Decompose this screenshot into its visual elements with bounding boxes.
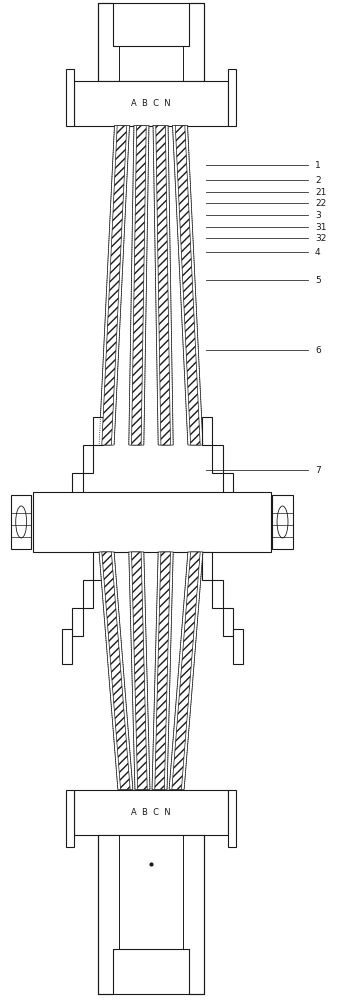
Bar xyxy=(11,495,32,549)
Bar xyxy=(202,417,213,445)
Polygon shape xyxy=(175,126,200,445)
Text: A  B  C  N: A B C N xyxy=(131,808,171,817)
Bar xyxy=(223,473,233,501)
Text: 4: 4 xyxy=(315,248,321,257)
Bar xyxy=(98,3,204,81)
Text: 2: 2 xyxy=(315,176,321,185)
Text: 7: 7 xyxy=(315,466,321,475)
Bar xyxy=(66,790,74,847)
Bar xyxy=(233,494,243,529)
Bar xyxy=(98,835,204,994)
Bar xyxy=(74,81,228,126)
Bar xyxy=(62,629,72,664)
Polygon shape xyxy=(102,552,130,790)
Bar xyxy=(228,69,236,126)
Polygon shape xyxy=(153,126,173,445)
Bar xyxy=(74,790,228,835)
Bar xyxy=(223,608,233,636)
Bar xyxy=(93,417,103,445)
Polygon shape xyxy=(129,126,149,445)
Bar xyxy=(272,495,293,549)
Polygon shape xyxy=(131,552,147,790)
Bar xyxy=(72,608,83,636)
Polygon shape xyxy=(102,126,127,445)
Bar xyxy=(72,473,83,501)
Text: 5: 5 xyxy=(315,276,321,285)
Polygon shape xyxy=(155,552,170,790)
Text: 3: 3 xyxy=(315,211,321,220)
Bar xyxy=(233,629,243,664)
Text: 22: 22 xyxy=(315,199,326,208)
Bar xyxy=(62,494,72,529)
Bar xyxy=(83,445,93,473)
Bar xyxy=(228,790,236,847)
Bar xyxy=(83,580,93,608)
Text: 21: 21 xyxy=(315,188,326,197)
Text: 6: 6 xyxy=(315,346,321,355)
Bar xyxy=(213,445,223,473)
Bar xyxy=(93,552,103,580)
Text: 31: 31 xyxy=(315,223,327,232)
Polygon shape xyxy=(99,552,133,790)
Bar xyxy=(202,552,213,580)
Bar xyxy=(213,580,223,608)
Polygon shape xyxy=(156,126,170,445)
Bar xyxy=(33,492,271,552)
Polygon shape xyxy=(169,552,203,790)
Polygon shape xyxy=(152,552,173,790)
Polygon shape xyxy=(131,126,146,445)
Polygon shape xyxy=(172,552,200,790)
Text: A  B  C  N: A B C N xyxy=(131,99,171,108)
Polygon shape xyxy=(129,552,150,790)
Text: 32: 32 xyxy=(315,234,326,243)
Polygon shape xyxy=(173,126,203,445)
Bar xyxy=(66,69,74,126)
Polygon shape xyxy=(99,126,129,445)
Text: 1: 1 xyxy=(315,161,321,170)
